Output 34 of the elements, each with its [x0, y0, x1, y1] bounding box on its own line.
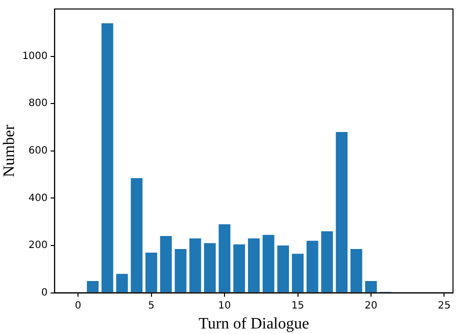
x-axis-title: Turn of Dialogue	[198, 316, 310, 333]
bar	[218, 224, 230, 292]
y-tick-label: 0	[41, 287, 48, 298]
bar	[262, 234, 274, 292]
bar	[204, 243, 216, 292]
bar	[116, 274, 128, 292]
bar	[145, 252, 158, 292]
bar	[336, 132, 348, 292]
bar	[306, 240, 318, 292]
bar	[174, 249, 186, 292]
bar	[277, 246, 289, 292]
y-tick-label: 400	[28, 192, 48, 204]
y-tick-label: 200	[28, 240, 48, 252]
y-tick-label: 600	[28, 145, 48, 156]
x-tick-label: 5	[148, 300, 154, 312]
bar	[365, 280, 377, 292]
bar	[350, 249, 362, 292]
bar	[233, 244, 246, 292]
bar	[86, 280, 99, 292]
x-tick-label: 25	[438, 300, 451, 312]
bar	[248, 238, 260, 292]
x-tick-label: 10	[218, 300, 231, 312]
bar	[130, 178, 143, 292]
bar	[160, 236, 172, 292]
y-axis-title: Number	[0, 124, 18, 178]
y-tick-label: 1000	[22, 50, 48, 62]
bar	[321, 231, 333, 292]
x-tick-label: 15	[291, 300, 304, 312]
bar	[189, 238, 202, 292]
bar	[102, 23, 114, 292]
x-tick-label: 20	[364, 300, 378, 312]
y-tick-label: 800	[28, 98, 48, 110]
x-tick-label: 0	[74, 300, 82, 312]
bar	[292, 254, 304, 292]
